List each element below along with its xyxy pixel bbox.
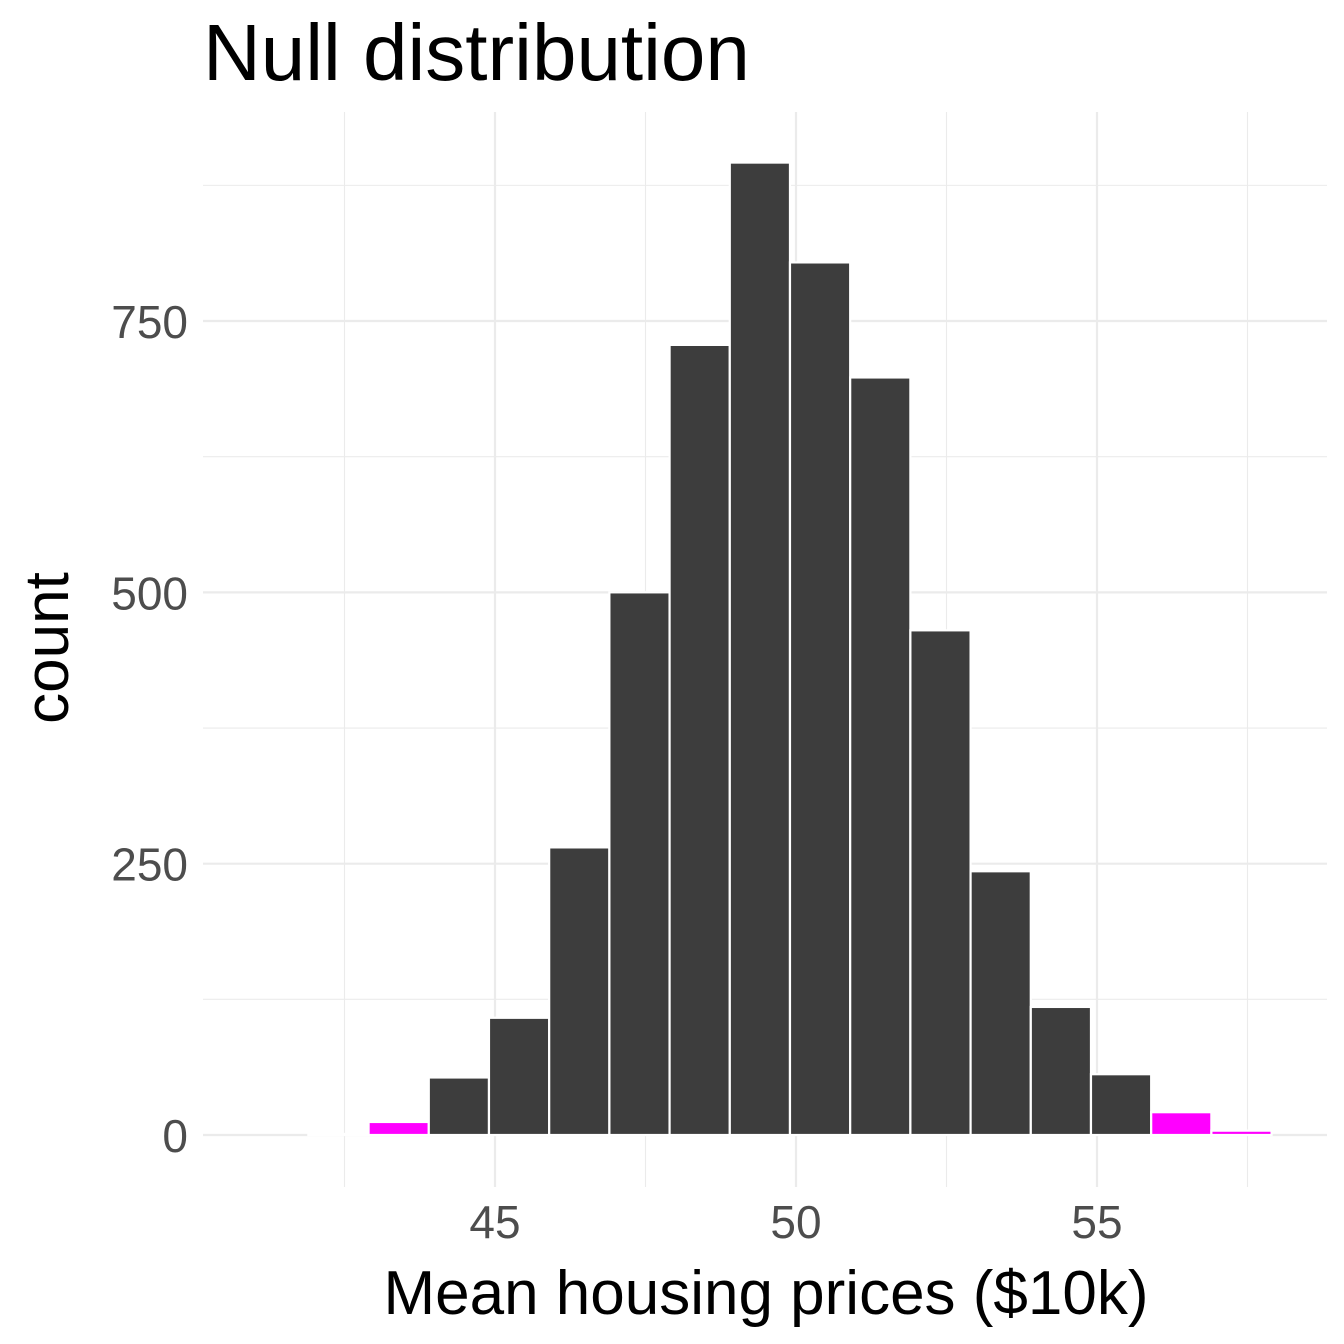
histogram-bars	[307, 161, 1273, 1137]
x-tick-label: 50	[770, 1196, 821, 1248]
x-axis-title: Mean housing prices ($10k)	[383, 1259, 1148, 1328]
histogram-bar	[788, 261, 852, 1137]
histogram-bar	[1089, 1073, 1153, 1137]
histogram-bar	[728, 161, 792, 1137]
histogram-bar-tail	[1150, 1111, 1213, 1137]
y-tick-label: 500	[111, 567, 188, 619]
histogram-bar-tail	[367, 1120, 430, 1137]
histogram-bar	[668, 343, 731, 1137]
histogram-bar	[548, 846, 611, 1137]
y-tick-label: 750	[111, 296, 188, 348]
x-axis-ticks: 45 50 55	[469, 1196, 1122, 1248]
y-tick-label: 250	[111, 839, 188, 891]
histogram-bar	[487, 1016, 551, 1137]
histogram-bar	[608, 591, 671, 1137]
y-tick-label: 0	[162, 1110, 188, 1162]
histogram-bar-tail	[307, 1132, 370, 1137]
histogram-bar	[1029, 1005, 1093, 1137]
y-axis-title: count	[13, 572, 82, 724]
x-tick-label: 45	[469, 1196, 520, 1248]
chart-title: Null distribution	[203, 8, 750, 97]
histogram-bar-tail	[1210, 1129, 1273, 1137]
histogram-bar	[427, 1076, 491, 1137]
histogram-bar	[849, 376, 912, 1137]
x-tick-label: 55	[1071, 1196, 1122, 1248]
histogram-bar	[909, 629, 972, 1137]
histogram-bar	[969, 870, 1032, 1137]
y-axis-ticks: 0 250 500 750	[111, 296, 188, 1162]
